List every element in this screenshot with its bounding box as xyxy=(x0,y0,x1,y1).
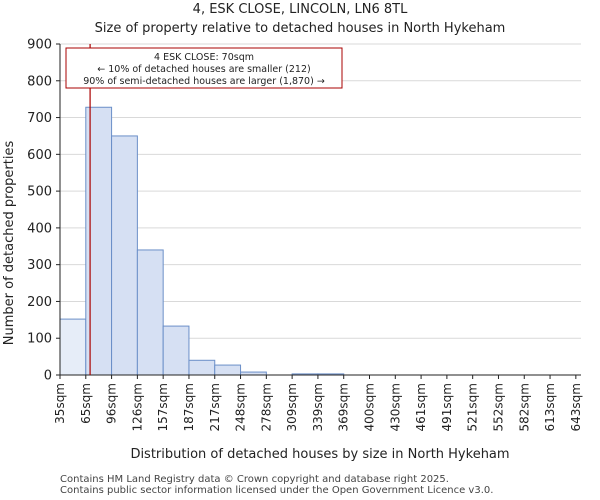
x-tick-label: 65sqm xyxy=(79,383,93,424)
y-tick-label: 800 xyxy=(27,74,52,89)
annotation-box xyxy=(65,47,343,89)
y-tick-label: 600 xyxy=(27,148,52,163)
x-tick-label: 643sqm xyxy=(569,383,583,431)
y-tick-label: 400 xyxy=(27,221,52,236)
y-tick-label: 0 xyxy=(44,369,52,384)
bar xyxy=(188,359,216,376)
x-tick-label: 491sqm xyxy=(440,383,454,431)
bar xyxy=(162,325,190,376)
x-tick-label: 309sqm xyxy=(285,383,299,431)
chart-title-line1: 4, ESK CLOSE, LINCOLN, LN6 8TL xyxy=(193,2,408,17)
annotation-line3: 90% of semi-detached houses are larger (… xyxy=(83,76,325,87)
x-tick-label: 187sqm xyxy=(182,383,196,431)
x-tick-label: 400sqm xyxy=(363,383,377,431)
x-tick-label: 248sqm xyxy=(234,383,248,431)
x-axis-ticks: 35sqm 65sqm 96sqm 126sqm 157sqm 187sqm 217sqm 2… xyxy=(53,375,583,431)
x-tick-label: 339sqm xyxy=(311,383,325,431)
y-tick-label: 300 xyxy=(27,258,52,273)
y-tick-label: 200 xyxy=(27,295,52,310)
annotation-line1: 4 ESK CLOSE: 70sqm xyxy=(154,52,254,63)
x-axis-label: Distribution of detached houses by size … xyxy=(130,447,509,462)
y-tick-label: 500 xyxy=(27,185,52,200)
x-tick-label: 96sqm xyxy=(105,383,119,424)
annotation-line2: ← 10% of detached houses are smaller (21… xyxy=(97,64,310,75)
x-tick-label: 278sqm xyxy=(259,383,273,431)
x-tick-label: 552sqm xyxy=(491,383,505,431)
x-tick-label: 582sqm xyxy=(517,383,531,431)
x-tick-label: 521sqm xyxy=(466,383,480,431)
x-tick-label: 430sqm xyxy=(388,383,402,431)
x-tick-label: 157sqm xyxy=(156,383,170,431)
y-axis-ticks: 0 100 200 300 400 500 600 700 800 900 xyxy=(27,38,60,384)
x-tick-label: 126sqm xyxy=(130,383,144,431)
y-tick-label: 700 xyxy=(27,111,52,126)
chart-title-line2: Size of property relative to detached ho… xyxy=(95,21,506,36)
x-tick-label: 35sqm xyxy=(53,383,67,424)
x-tick-label: 613sqm xyxy=(543,383,557,431)
x-tick-label: 217sqm xyxy=(208,383,222,431)
bar xyxy=(136,249,164,376)
bar xyxy=(59,318,87,376)
x-tick-label: 461sqm xyxy=(414,383,428,431)
footer-line1: Contains HM Land Registry data © Crown c… xyxy=(60,474,449,485)
y-tick-label: 900 xyxy=(27,38,52,53)
footer-line2: Contains public sector information licen… xyxy=(60,485,493,496)
bar xyxy=(111,135,138,376)
y-axis-label: Number of detached properties xyxy=(2,141,17,346)
bars xyxy=(59,106,345,376)
y-tick-label: 100 xyxy=(27,332,52,347)
x-tick-label: 369sqm xyxy=(337,383,351,431)
bar xyxy=(214,364,242,376)
